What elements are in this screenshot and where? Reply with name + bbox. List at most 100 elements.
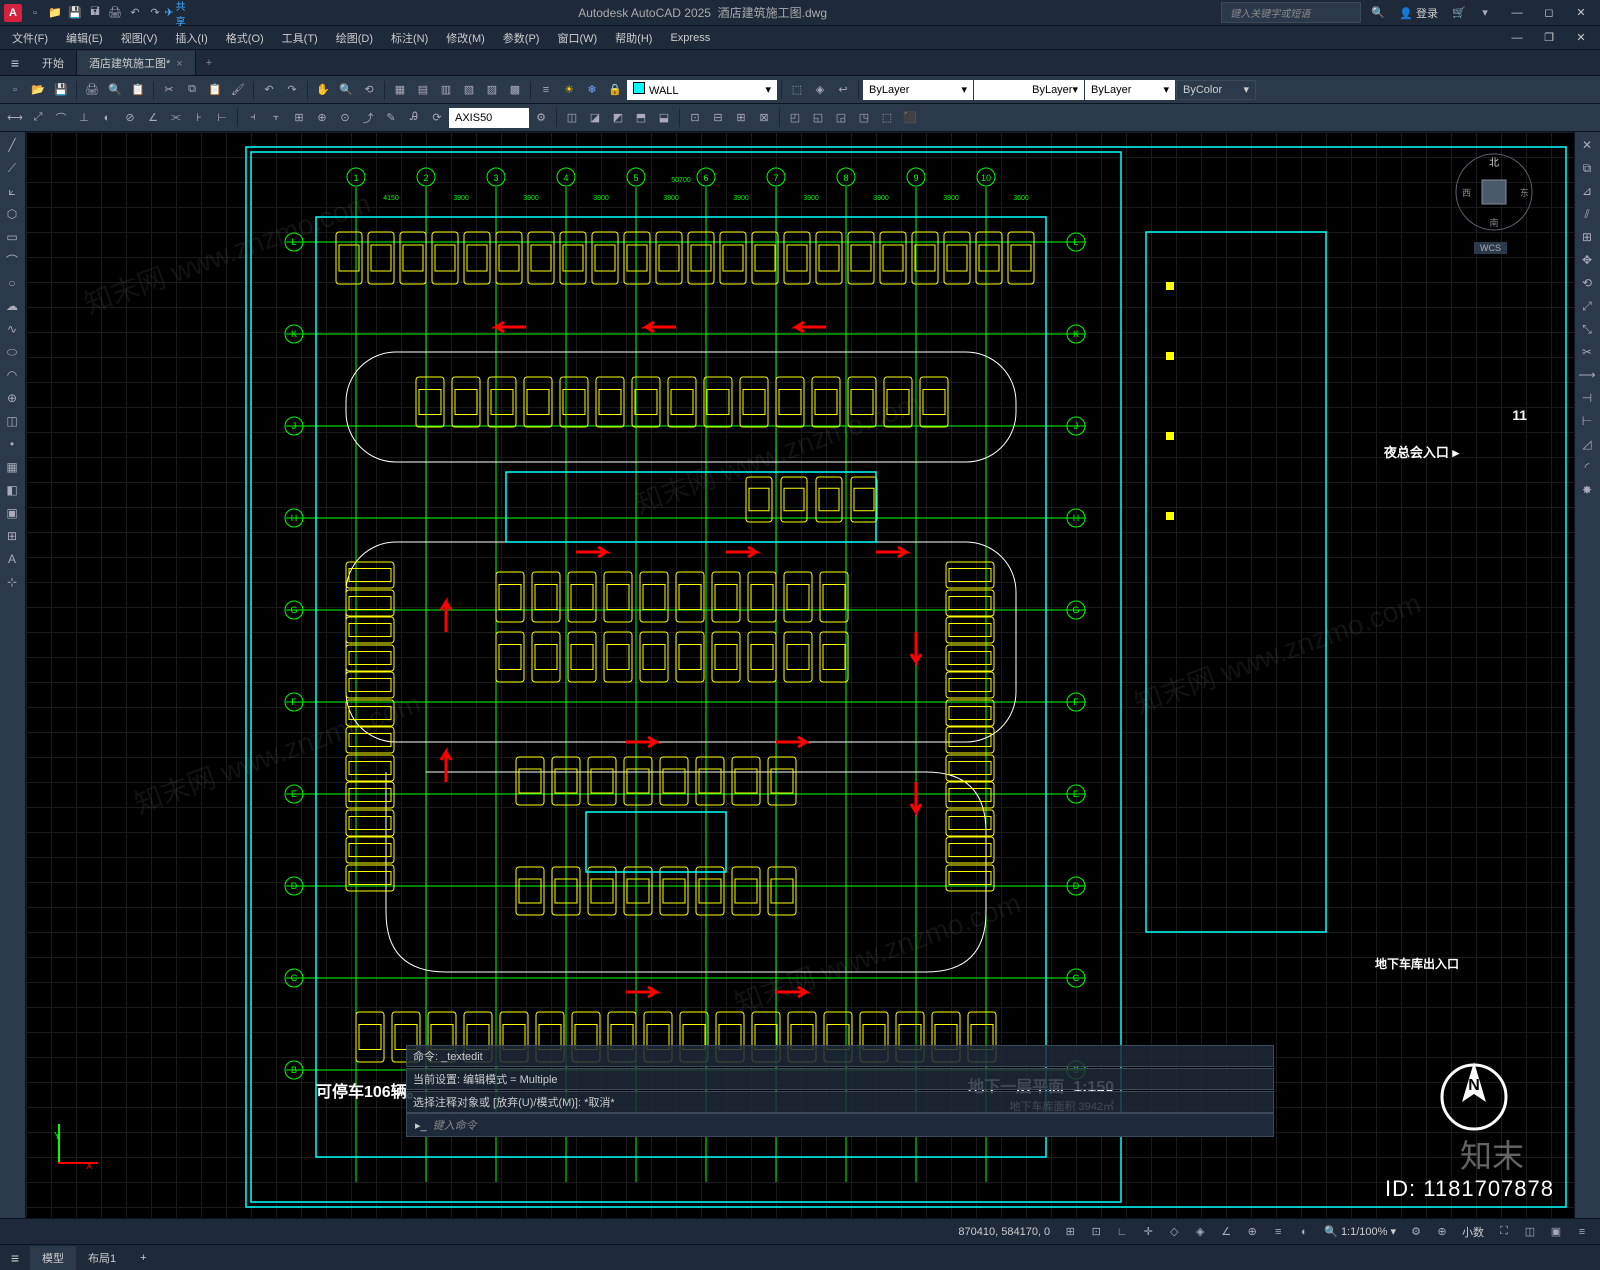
- menu-format[interactable]: 格式(O): [218, 27, 272, 49]
- m4-icon[interactable]: ⬒: [630, 107, 652, 129]
- redo2-icon[interactable]: ↷: [281, 79, 303, 101]
- arc-icon[interactable]: ⌒: [0, 249, 24, 271]
- undo-icon[interactable]: ↶: [126, 4, 144, 22]
- cart-icon[interactable]: 🛒: [1450, 4, 1468, 22]
- drawing-canvas[interactable]: 知末网 www.znzmo.com 知末网 www.znzmo.com 知末网 …: [26, 132, 1574, 1232]
- sb-3dosnap-icon[interactable]: ◈: [1190, 1222, 1210, 1242]
- cut-icon[interactable]: ✂: [158, 79, 180, 101]
- ellarc-icon[interactable]: ◠: [0, 364, 24, 386]
- menu-param[interactable]: 参数(P): [495, 27, 548, 49]
- menu-draw[interactable]: 绘图(D): [328, 27, 381, 49]
- dcenter-icon[interactable]: ▤: [412, 79, 434, 101]
- tab-document[interactable]: 酒店建筑施工图*×: [77, 51, 196, 75]
- saveas-icon[interactable]: 🖬: [86, 4, 104, 22]
- stretch-icon[interactable]: ⤡: [1575, 318, 1599, 340]
- new-file-icon[interactable]: ▫: [4, 79, 26, 101]
- copy2-icon[interactable]: ⧉: [1575, 157, 1599, 179]
- chamfer-icon[interactable]: ◿: [1575, 433, 1599, 455]
- plot-icon[interactable]: 🖨: [106, 4, 124, 22]
- dim-space-icon[interactable]: ⫞: [242, 107, 264, 129]
- table-icon[interactable]: ⊞: [0, 525, 24, 547]
- layer-dropdown[interactable]: WALL▾: [627, 80, 777, 100]
- sb-ortho-icon[interactable]: ∟: [1112, 1222, 1132, 1242]
- save-icon[interactable]: 💾: [66, 4, 84, 22]
- m9-icon[interactable]: ⊠: [753, 107, 775, 129]
- point-icon[interactable]: •: [0, 433, 24, 455]
- paste-icon[interactable]: 📋: [204, 79, 226, 101]
- dim-linear-icon[interactable]: ⟷: [4, 107, 26, 129]
- menu-express[interactable]: Express: [662, 29, 718, 47]
- maximize-button[interactable]: ◻: [1534, 3, 1564, 23]
- explode-icon[interactable]: ✸: [1575, 479, 1599, 501]
- markup-icon[interactable]: ▨: [481, 79, 503, 101]
- m2-icon[interactable]: ◪: [584, 107, 606, 129]
- m5-icon[interactable]: ⬓: [653, 107, 675, 129]
- search-input[interactable]: 键入关键字或短语: [1221, 2, 1361, 23]
- app-logo[interactable]: A: [4, 4, 22, 22]
- dim-tedit-icon[interactable]: Ꭿ: [403, 107, 425, 129]
- insert-icon[interactable]: ⊕: [0, 387, 24, 409]
- menu-edit[interactable]: 编辑(E): [58, 27, 111, 49]
- move-icon[interactable]: ✥: [1575, 249, 1599, 271]
- m8-icon[interactable]: ⊞: [730, 107, 752, 129]
- offset-icon[interactable]: ⫽: [1575, 203, 1599, 225]
- center-icon[interactable]: ⊕: [311, 107, 333, 129]
- sun-icon[interactable]: ☀: [558, 79, 580, 101]
- sb-max-icon[interactable]: ⛶: [1494, 1222, 1514, 1242]
- dim-edit-icon[interactable]: ✎: [380, 107, 402, 129]
- orbit-icon[interactable]: ⟲: [358, 79, 380, 101]
- sb-lwt-icon[interactable]: ≡: [1268, 1222, 1288, 1242]
- polygon-icon[interactable]: ⬡: [0, 203, 24, 225]
- m7-icon[interactable]: ⊟: [707, 107, 729, 129]
- dim-update-icon[interactable]: ⟳: [426, 107, 448, 129]
- sb-gear-icon[interactable]: ⚙: [1406, 1222, 1426, 1242]
- lineweight-dropdown[interactable]: ByLayer▾: [1085, 80, 1175, 100]
- help-icon[interactable]: ▾: [1476, 4, 1494, 22]
- tab-model[interactable]: 模型: [30, 1246, 76, 1270]
- inspect-icon[interactable]: ⊙: [334, 107, 356, 129]
- sb-snap-icon[interactable]: ⊡: [1086, 1222, 1106, 1242]
- dim-quick-icon[interactable]: ⫘: [165, 107, 187, 129]
- layer-prev-icon[interactable]: ↩: [832, 79, 854, 101]
- break-icon[interactable]: ⊣: [1575, 387, 1599, 409]
- scale-icon[interactable]: ⤢: [1575, 295, 1599, 317]
- copy-icon[interactable]: ⧉: [181, 79, 203, 101]
- plotstyle-dropdown[interactable]: ByColor▾: [1176, 80, 1256, 100]
- share-icon[interactable]: ✈ 共享: [166, 4, 184, 22]
- m11-icon[interactable]: ◱: [807, 107, 829, 129]
- dim-style-icon[interactable]: ⚙: [530, 107, 552, 129]
- wcs-label[interactable]: WCS: [1474, 242, 1507, 254]
- viewcube[interactable]: 北 南 西 东 WCS: [1454, 152, 1534, 232]
- block-icon[interactable]: ◫: [0, 410, 24, 432]
- pline-icon[interactable]: ⟀: [0, 180, 24, 202]
- save-file-icon[interactable]: 💾: [50, 79, 72, 101]
- spline-icon[interactable]: ∿: [0, 318, 24, 340]
- command-input[interactable]: ▸_ 键入命令: [406, 1113, 1274, 1137]
- color-dropdown[interactable]: ByLayer▾: [863, 80, 973, 100]
- publish-icon[interactable]: 📋: [127, 79, 149, 101]
- search-icon[interactable]: 🔍: [1369, 4, 1387, 22]
- print-icon[interactable]: 🖨: [81, 79, 103, 101]
- erase-icon[interactable]: ✕: [1575, 134, 1599, 156]
- menu-window[interactable]: 窗口(W): [549, 27, 605, 49]
- calc-icon[interactable]: ▩: [504, 79, 526, 101]
- rect-icon[interactable]: ▭: [0, 226, 24, 248]
- dim-base-icon[interactable]: ⊦: [188, 107, 210, 129]
- undo2-icon[interactable]: ↶: [258, 79, 280, 101]
- open-icon[interactable]: 📁: [46, 4, 64, 22]
- menu-modify[interactable]: 修改(M): [438, 27, 493, 49]
- login-button[interactable]: 👤 登录: [1395, 3, 1442, 23]
- sb-plus-icon[interactable]: ⊕: [1432, 1222, 1452, 1242]
- jog-icon[interactable]: ⤴: [357, 107, 379, 129]
- menu-file[interactable]: 文件(F): [4, 27, 56, 49]
- dim-dia-icon[interactable]: ⊘: [119, 107, 141, 129]
- revcloud-icon[interactable]: ☁: [0, 295, 24, 317]
- m6-icon[interactable]: ⊡: [684, 107, 706, 129]
- sb-dyn-icon[interactable]: ⊕: [1242, 1222, 1262, 1242]
- line-icon[interactable]: ╱: [0, 134, 24, 156]
- props-icon[interactable]: ▦: [389, 79, 411, 101]
- sb-trans-icon[interactable]: ◐: [1294, 1222, 1314, 1242]
- menu-dim[interactable]: 标注(N): [383, 27, 436, 49]
- menu-insert[interactable]: 插入(I): [167, 27, 215, 49]
- doc-restore-button[interactable]: ❐: [1534, 28, 1564, 48]
